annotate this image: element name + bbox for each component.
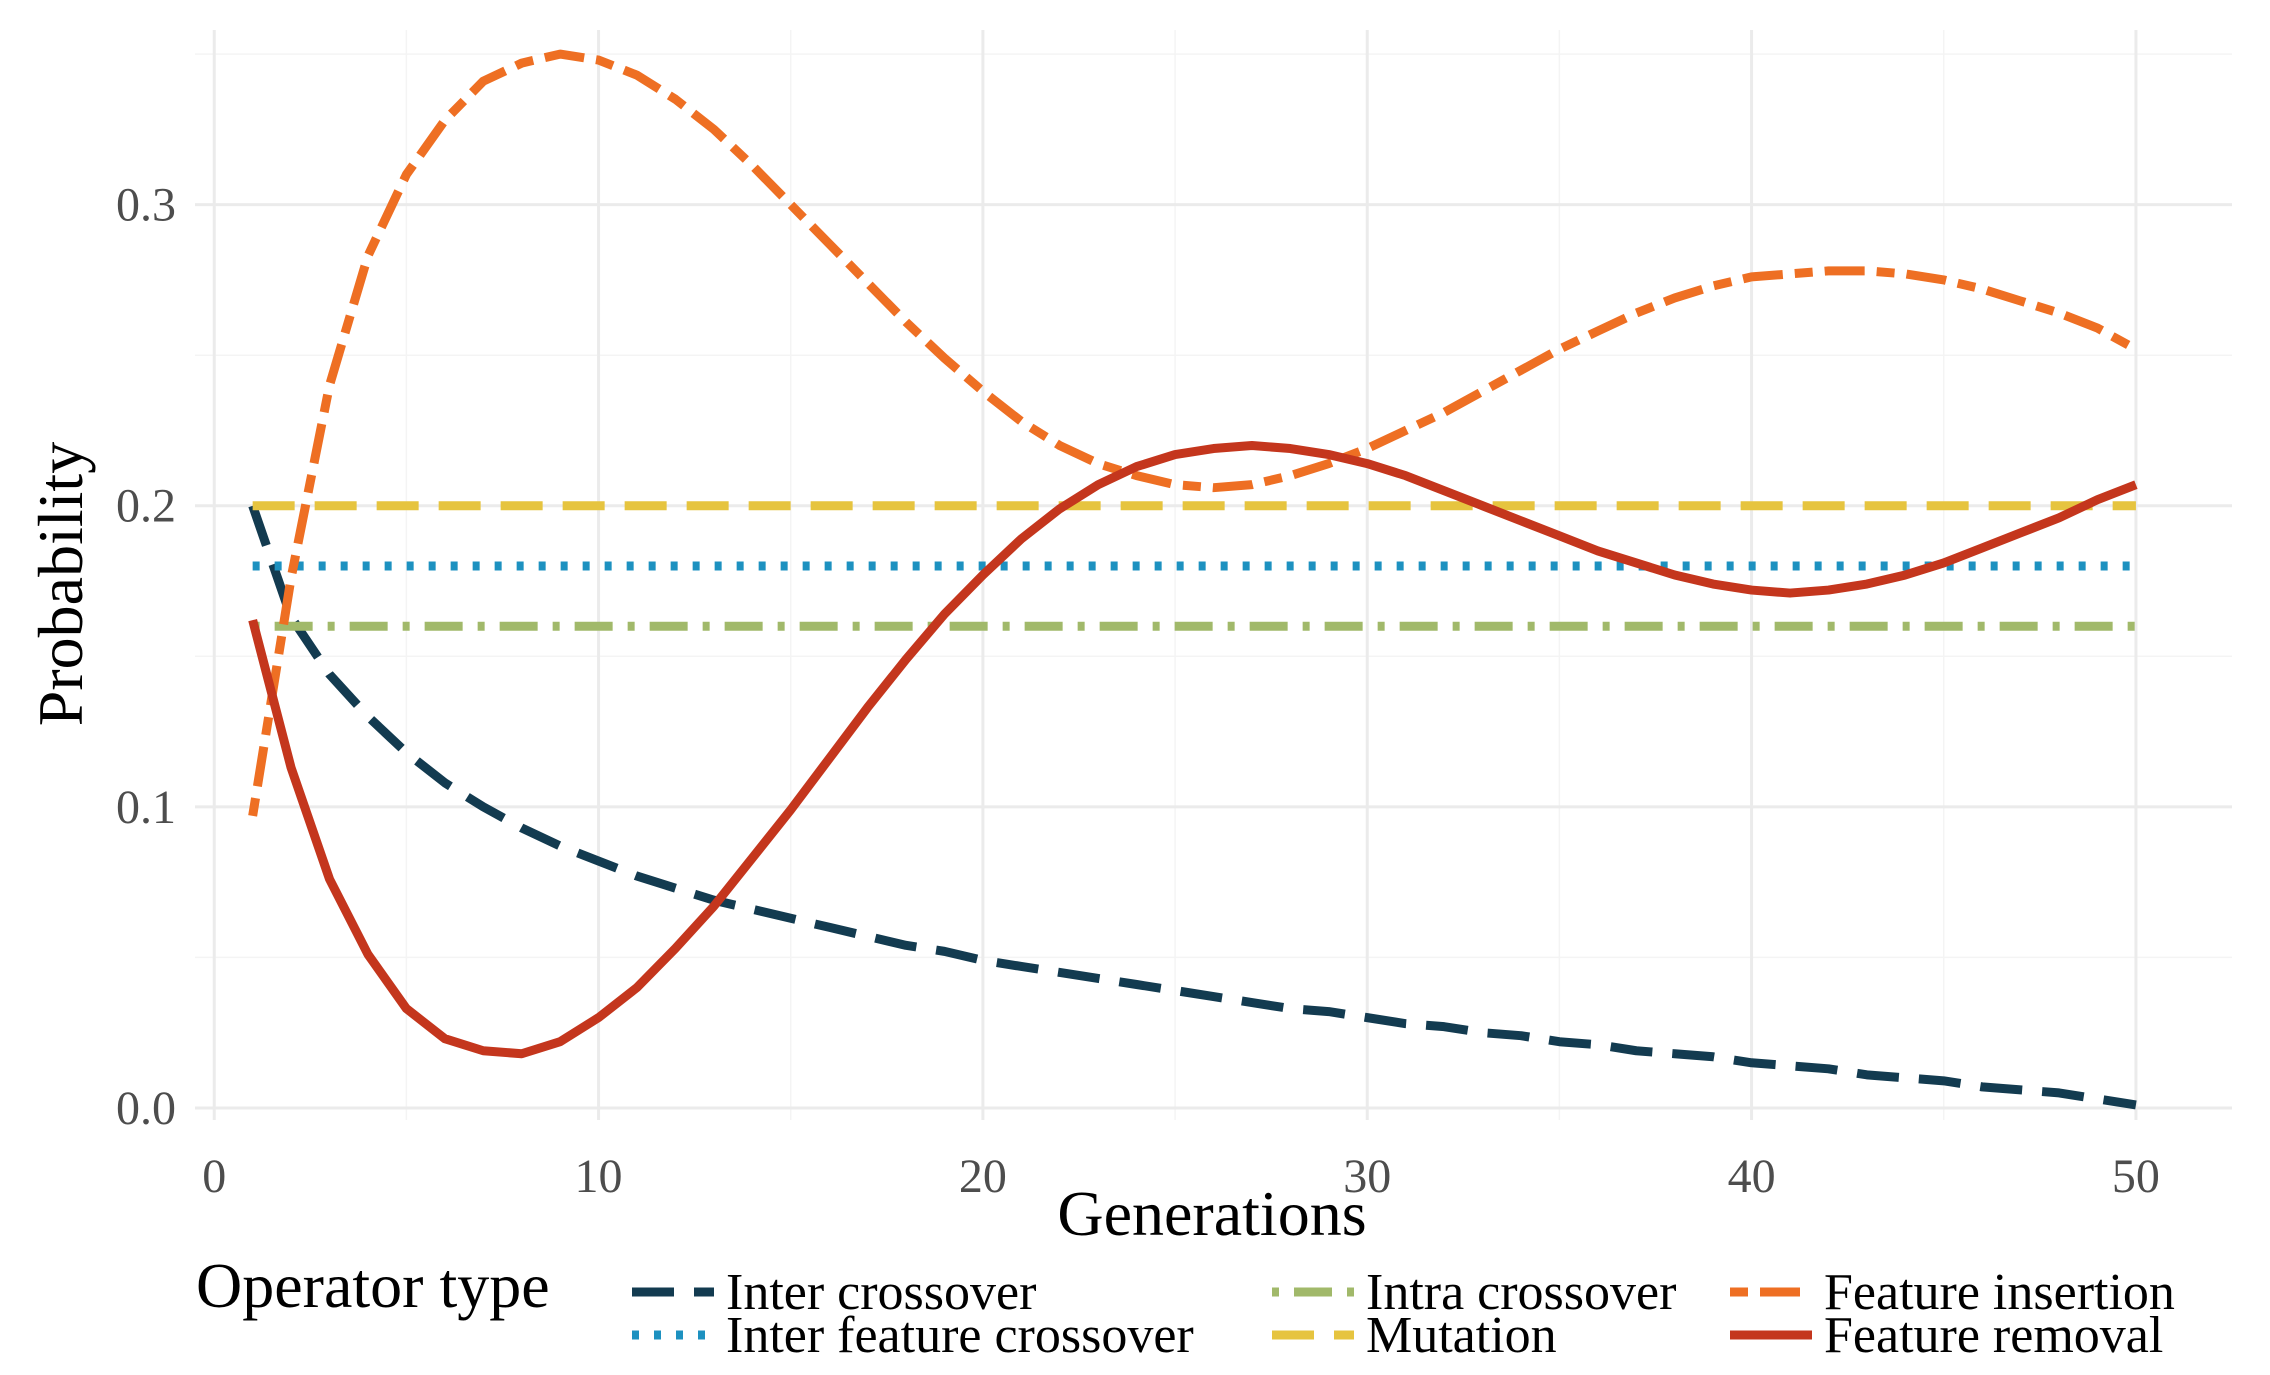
legend-label-intra-crossover: Intra crossover (1366, 1264, 1676, 1321)
y-tick-label: 0.3 (116, 179, 176, 232)
x-axis-title: Generations (1057, 1178, 1366, 1249)
y-tick-label: 0.1 (116, 781, 176, 834)
y-axis-title: Probability (25, 442, 96, 726)
x-tick-label: 10 (575, 1150, 623, 1203)
legend-label-feature-insertion: Feature insertion (1824, 1264, 2175, 1321)
series-line-feature-insertion (248, 49, 2139, 817)
legend-label-inter-crossover: Inter crossover (726, 1264, 1036, 1321)
series-line-feature-removal (248, 441, 2138, 1059)
minor-gridlines (195, 30, 2232, 1120)
x-tick-label: 50 (2112, 1150, 2160, 1203)
y-tick-label: 0.2 (116, 480, 176, 533)
x-tick-label: 0 (202, 1150, 226, 1203)
y-axis-tick-labels: 0.0 0.1 0.2 0.3 (116, 179, 176, 1135)
series-line-inter-crossover (248, 504, 2137, 1110)
x-tick-label: 40 (1728, 1150, 1776, 1203)
y-tick-label: 0.0 (116, 1082, 176, 1135)
legend-label-mutation: Mutation (1366, 1307, 1557, 1364)
legend-title: Operator type (196, 1250, 550, 1321)
x-axis-tick-labels: 0 10 20 30 40 50 (202, 1150, 2160, 1203)
x-tick-label: 30 (1343, 1150, 1391, 1203)
x-tick-label: 20 (959, 1150, 1007, 1203)
legend-label-inter-feature-crossover: Inter feature crossover (726, 1307, 1194, 1364)
series-lines (248, 49, 2139, 1110)
major-gridlines (195, 30, 2232, 1120)
legend-label-feature-removal: Feature removal (1824, 1307, 2163, 1364)
